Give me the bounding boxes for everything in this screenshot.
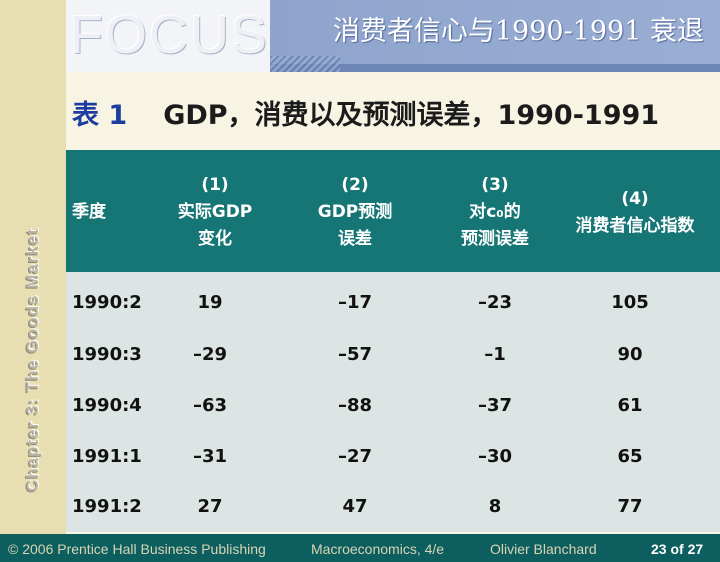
cell-col-2: –27	[337, 446, 373, 467]
cell-col-3: –37	[477, 395, 513, 416]
header-line: 实际GDP	[177, 202, 253, 222]
footer-bar	[0, 534, 720, 562]
cell-quarter: 1991:2	[72, 496, 142, 517]
header-col-3: (3) 对c₀的 预测误差	[430, 172, 560, 253]
cell-col-1: 27	[197, 496, 223, 517]
header-quarter: 季度	[72, 199, 106, 226]
cell-quarter: 1990:3	[72, 344, 142, 365]
cell-col-4: 61	[617, 395, 643, 416]
header-underline	[270, 64, 720, 72]
cell-col-3: 8	[488, 496, 502, 517]
header-band	[270, 0, 720, 64]
focus-logo: FOCUS	[70, 5, 269, 65]
cell-col-4: 77	[617, 496, 643, 517]
slide-title: 消费者信心与1990-1991 衰退	[332, 16, 704, 47]
cell-col-1: –31	[192, 446, 228, 467]
header-line: GDP预测	[317, 202, 393, 222]
cell-col-3: –1	[484, 344, 506, 365]
cell-col-2: –57	[337, 344, 373, 365]
cell-col-2: 47	[342, 496, 368, 517]
header-line: 变化	[198, 229, 232, 249]
table-title: 表 1 GDP，消费以及预测误差，1990-1991	[72, 96, 659, 136]
header-line: 消费者信心指数	[575, 216, 695, 236]
footer-page-number: 23 of 27	[651, 541, 704, 557]
header-col-2: (2) GDP预测 误差	[290, 172, 420, 253]
header-line: (1)	[201, 175, 229, 195]
header-line: (4)	[621, 189, 649, 209]
cell-quarter: 1990:2	[72, 292, 142, 313]
cell-col-3: –23	[477, 292, 513, 313]
footer-author: Olivier Blanchard	[490, 541, 597, 557]
chapter-vertical-label: Chapter 3: The Goods Market	[23, 227, 42, 493]
logo-box	[66, 0, 270, 72]
table-caption: GDP，消费以及预测误差，1990-1991	[163, 100, 660, 131]
header-stripes-decoration	[270, 56, 340, 72]
cell-quarter: 1991:1	[72, 446, 142, 467]
cell-col-1: 19	[197, 292, 223, 313]
cell-col-1: –29	[192, 344, 228, 365]
header-line: 季度	[72, 202, 106, 222]
cell-col-4: 105	[611, 292, 649, 313]
header-col-4: (4) 消费者信心指数	[560, 186, 710, 240]
cell-quarter: 1990:4	[72, 395, 142, 416]
sidebar-band	[0, 0, 66, 534]
header-line: (2)	[341, 175, 369, 195]
footer-copyright: © 2006 Prentice Hall Business Publishing	[8, 541, 266, 557]
header-line: 预测误差	[461, 229, 529, 249]
header-col-1: (1) 实际GDP 变化	[150, 172, 280, 253]
cell-col-4: 65	[617, 446, 643, 467]
cell-col-1: –63	[192, 395, 228, 416]
table-number: 表 1	[72, 100, 128, 131]
footer-book: Macroeconomics, 4/e	[311, 541, 445, 557]
cell-col-2: –17	[337, 292, 373, 313]
cell-col-2: –88	[337, 395, 373, 416]
table-body	[66, 272, 720, 532]
header-line: (3)	[481, 175, 509, 195]
header-line: 误差	[338, 229, 372, 249]
cell-col-4: 90	[617, 344, 643, 365]
header-line: 对c₀的	[469, 202, 521, 222]
cell-col-3: –30	[477, 446, 513, 467]
table-header-band	[66, 150, 720, 272]
